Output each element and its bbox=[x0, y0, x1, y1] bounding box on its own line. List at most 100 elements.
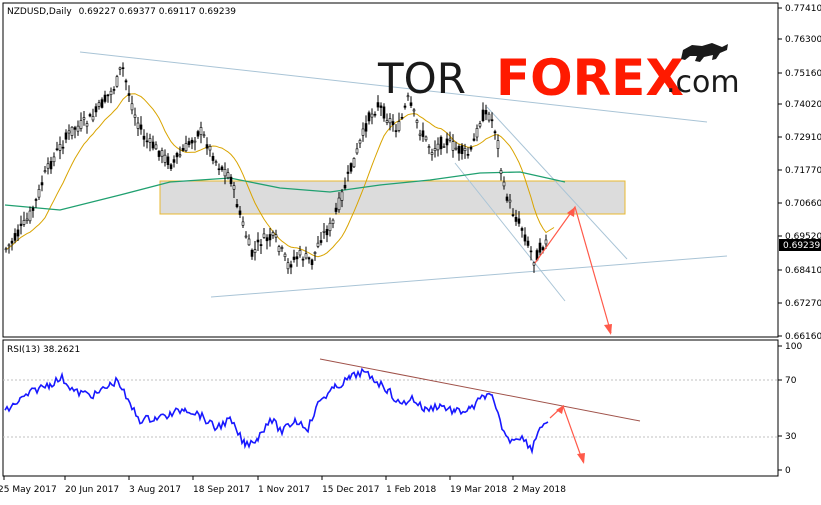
candle-body bbox=[397, 121, 401, 131]
candle-body bbox=[214, 161, 218, 163]
candle-body bbox=[478, 123, 482, 127]
candle-body bbox=[187, 141, 191, 145]
candle-body bbox=[172, 159, 176, 163]
candle-body bbox=[484, 110, 488, 115]
rsi-axis: 100 70 30 0 bbox=[778, 342, 802, 476]
candle-body bbox=[343, 184, 347, 189]
candle-body bbox=[34, 199, 38, 201]
candle-body bbox=[469, 146, 473, 150]
candle-body bbox=[442, 146, 446, 148]
candle-body bbox=[265, 237, 269, 242]
forecast-arrows bbox=[534, 205, 612, 335]
chart-title: NZDUSD,Daily 0.69227 0.69377 0.69117 0.6… bbox=[7, 7, 236, 17]
candle-body bbox=[262, 233, 266, 238]
candle-body bbox=[379, 105, 383, 108]
candle-body bbox=[145, 140, 149, 143]
candle-body bbox=[460, 145, 464, 154]
candle-body bbox=[352, 158, 356, 168]
date-axis: 25 May 2017 20 Jun 2017 3 Aug 2017 18 Sep 2… bbox=[0, 476, 566, 495]
candle-body bbox=[451, 141, 455, 151]
candle-body bbox=[52, 156, 56, 163]
candle-body bbox=[283, 253, 287, 258]
candle-body bbox=[79, 120, 83, 129]
candle-body bbox=[130, 103, 134, 111]
candle-body bbox=[418, 133, 422, 136]
candle-body bbox=[331, 219, 335, 224]
candle-body bbox=[277, 246, 281, 252]
moving-average-slow bbox=[4, 171, 566, 211]
candle-body bbox=[205, 144, 209, 149]
candle-body bbox=[199, 127, 203, 135]
rsi-tick-label: 100 bbox=[785, 342, 802, 352]
candle-body bbox=[427, 146, 431, 148]
candle-body bbox=[55, 148, 59, 151]
candle-body bbox=[70, 126, 74, 136]
candle-body bbox=[91, 116, 95, 121]
bull-icon bbox=[681, 43, 728, 62]
price-tick-label: 0.70660 bbox=[785, 199, 821, 209]
candle-body bbox=[127, 93, 131, 96]
candle-body bbox=[304, 253, 308, 259]
rsi-frame bbox=[2, 339, 779, 477]
candle-body bbox=[448, 138, 452, 141]
candle-body bbox=[88, 114, 92, 117]
candle-body bbox=[496, 140, 500, 149]
candle-body bbox=[274, 234, 278, 238]
rsi-forecast-arrowhead-down bbox=[577, 453, 585, 464]
candle-body bbox=[511, 214, 515, 216]
candle-body bbox=[25, 218, 29, 221]
candle-body bbox=[4, 248, 8, 251]
price-tick-label: 0.66160 bbox=[785, 332, 821, 342]
candle-body bbox=[139, 124, 143, 130]
candle-body bbox=[142, 135, 146, 140]
candle-body bbox=[349, 163, 353, 172]
candle-body bbox=[253, 249, 257, 253]
price-tick-label: 0.76300 bbox=[785, 35, 821, 45]
candle-body bbox=[124, 80, 128, 83]
candle-body bbox=[31, 207, 35, 211]
candlesticks bbox=[4, 62, 548, 275]
candle-body bbox=[505, 196, 509, 201]
candle-body bbox=[316, 242, 320, 247]
candle-body bbox=[463, 148, 467, 151]
candle-body bbox=[223, 169, 227, 177]
candle-body bbox=[439, 136, 443, 150]
candle-body bbox=[97, 102, 101, 107]
rsi-tick-label: 30 bbox=[785, 432, 797, 442]
candle-body bbox=[217, 168, 221, 171]
candle-body bbox=[175, 152, 179, 158]
candle-body bbox=[508, 199, 512, 203]
candle-body bbox=[169, 164, 173, 169]
candle-body bbox=[112, 89, 116, 91]
candle-body bbox=[73, 127, 77, 130]
candle-body bbox=[238, 210, 242, 215]
candle-body bbox=[490, 119, 494, 122]
candle-body bbox=[445, 138, 449, 146]
candle-body bbox=[358, 140, 362, 144]
price-axis: 0.77410 0.76300 0.75160 0.74020 0.72910 0.717… bbox=[778, 4, 821, 342]
candle-body bbox=[499, 170, 503, 174]
candle-body bbox=[289, 264, 293, 268]
candle-body bbox=[49, 161, 53, 170]
candle-body bbox=[322, 230, 326, 233]
price-tick-label: 0.75160 bbox=[785, 69, 821, 79]
forecast-arrowhead-down bbox=[604, 324, 612, 335]
date-label: 20 Jun 2017 bbox=[65, 485, 119, 495]
price-tick-label: 0.67270 bbox=[785, 299, 821, 309]
candle-body bbox=[151, 141, 155, 149]
forecast-arrowhead-up bbox=[567, 207, 575, 217]
candle-body bbox=[280, 247, 284, 249]
candle-body bbox=[13, 233, 17, 241]
candle-body bbox=[10, 240, 14, 244]
price-tick-label: 0.74020 bbox=[785, 100, 821, 110]
logo-tor: TOR bbox=[377, 54, 466, 103]
candle-body bbox=[355, 148, 359, 154]
candle-body bbox=[136, 122, 140, 129]
candle-body bbox=[178, 154, 182, 157]
candle-body bbox=[310, 259, 314, 265]
candle-body bbox=[100, 99, 104, 108]
candle-body bbox=[256, 239, 260, 243]
candle-body bbox=[202, 134, 206, 137]
